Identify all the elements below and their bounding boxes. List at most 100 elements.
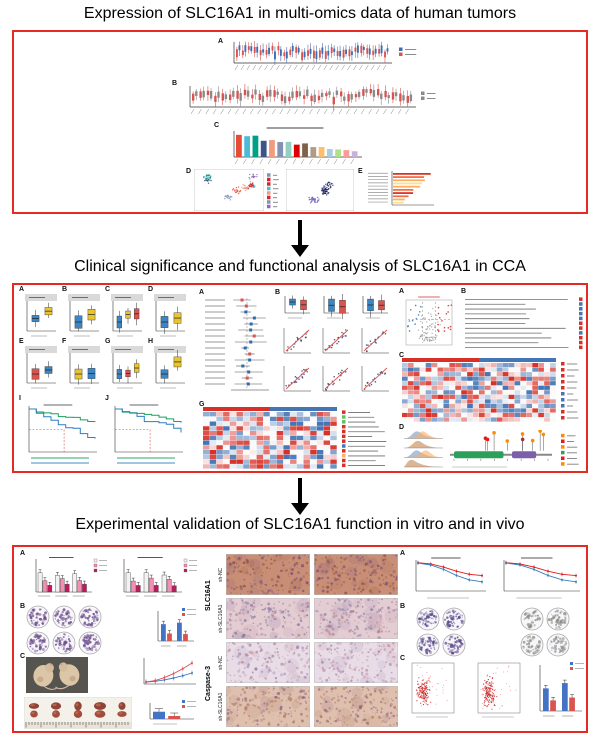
panel-letter: B	[172, 80, 178, 87]
ihc-image	[314, 598, 398, 639]
colony-formation-well	[520, 607, 544, 631]
ihc-image	[226, 598, 310, 639]
ihc-row-label: sh-SLC16A1	[218, 604, 224, 634]
colony-formation-well	[416, 633, 440, 657]
panel-letter: A	[20, 550, 26, 557]
pancancer-tumor-normal-boxplot	[226, 40, 394, 72]
panel-letter: B	[461, 288, 467, 295]
colony-formation-well	[520, 633, 544, 657]
drug-dose-response-curve	[494, 555, 584, 601]
panel-letter: B	[275, 289, 281, 296]
panel-letter: A	[199, 289, 205, 296]
deg-heatmap	[402, 358, 556, 422]
down-arrow-icon	[288, 220, 312, 258]
volcano-plot	[402, 294, 456, 351]
clinical-boxplot	[105, 292, 145, 340]
hpa-tissue-bar-chart	[224, 125, 366, 167]
panel-letter: C	[214, 122, 220, 129]
expression-boxplot	[277, 294, 313, 322]
clinical-boxplot	[19, 344, 59, 392]
panel-box-experimental: A B C SLC16A1 Caspase-3 sh-NC sh-SLC16A1…	[12, 545, 588, 733]
colony-formation-well	[442, 607, 466, 631]
panel-letter: C	[399, 352, 405, 359]
survival-curve	[105, 402, 187, 468]
ihc-image	[314, 686, 398, 727]
ihc-image	[226, 554, 310, 595]
mutation-legend	[560, 430, 584, 468]
panel-box-clinical: A B C D E F G H I J A B G	[12, 283, 588, 473]
expression-boxplot	[316, 294, 352, 322]
panel-letter: F	[62, 338, 67, 345]
panel-letter: D	[399, 424, 405, 431]
methylation-density-plots	[402, 430, 445, 470]
panel-letter: A	[218, 38, 224, 45]
panel-letter: B	[400, 603, 406, 610]
flow-cytometry-plot	[406, 659, 458, 723]
panel-letter: C	[400, 655, 406, 662]
down-arrow-icon	[288, 478, 312, 516]
correlation-scatter	[277, 326, 313, 360]
apoptosis-rate-bars	[530, 659, 586, 721]
panel-letter: B	[62, 286, 68, 293]
mutation-lollipop-plot	[446, 430, 556, 470]
correlation-scatter	[316, 364, 352, 398]
expression-boxplot	[355, 294, 391, 322]
single-cell-umap-expression	[286, 169, 354, 211]
panel-letter: J	[105, 395, 109, 402]
panel-letter: A	[19, 286, 25, 293]
panel-letter: A	[399, 288, 405, 295]
colony-formation-well	[78, 605, 102, 629]
ihc-image	[226, 686, 310, 727]
qpcr-bar-chart	[26, 555, 108, 601]
colony-formation-well	[78, 631, 102, 655]
pancancer-expression-boxplot	[182, 84, 418, 116]
panel-box-multiomics: A B C D E	[12, 30, 588, 214]
colony-formation-well	[52, 605, 76, 629]
qpcr-bar-chart	[114, 555, 198, 601]
single-cell-umap-clusters	[194, 169, 264, 211]
panel-letter: E	[358, 168, 363, 175]
panel-letter: G	[105, 338, 111, 345]
colony-formation-well	[442, 633, 466, 657]
panel-letter: G	[199, 401, 205, 408]
correlation-scatter	[355, 364, 391, 398]
ihc-image	[314, 642, 398, 683]
colony-formation-well	[26, 631, 50, 655]
clinical-boxplot	[148, 344, 188, 392]
forest-plot	[203, 294, 273, 398]
tumor-growth-curve	[134, 655, 200, 693]
clinical-boxplot	[19, 292, 59, 340]
umap-cluster-legend	[266, 170, 284, 210]
panel-letter: D	[148, 286, 154, 293]
ihc-group-label-caspase3: Caspase-3	[205, 665, 212, 701]
ihc-group-label-slc16a1: SLC16A1	[205, 580, 212, 612]
ihc-row-label: sh-NC	[218, 655, 224, 671]
section-title-clinical: Clinical significance and functional ana…	[74, 258, 526, 275]
panel-letter: C	[20, 653, 26, 660]
enrichment-horizontal-bars	[366, 169, 436, 211]
panel-letter: B	[20, 603, 26, 610]
panel-letter: E	[19, 338, 24, 345]
pathway-table	[463, 294, 584, 351]
colony-formation-well	[546, 633, 570, 657]
correlation-scatter	[316, 326, 352, 360]
clinical-boxplot	[62, 292, 102, 340]
tumor-normal-legend	[398, 44, 422, 58]
clinical-boxplot	[105, 344, 145, 392]
section-title-experimental: Experimental validation of SLC16A1 funct…	[75, 516, 525, 533]
correlation-scatter	[277, 364, 313, 398]
panel-letter: I	[19, 395, 21, 402]
panel-letter: A	[400, 550, 406, 557]
deg-heatmap-legend	[560, 358, 584, 422]
ihc-image	[226, 642, 310, 683]
tumor-weight-bars	[140, 697, 198, 729]
nude-mouse-photo	[26, 657, 88, 693]
panel-letter: H	[148, 338, 154, 345]
expression-legend	[420, 88, 442, 102]
panel-letter: D	[186, 168, 192, 175]
colony-formation-well	[26, 605, 50, 629]
survival-curve	[19, 402, 101, 468]
immune-heatmap	[203, 407, 337, 469]
panel-letter: C	[105, 286, 111, 293]
